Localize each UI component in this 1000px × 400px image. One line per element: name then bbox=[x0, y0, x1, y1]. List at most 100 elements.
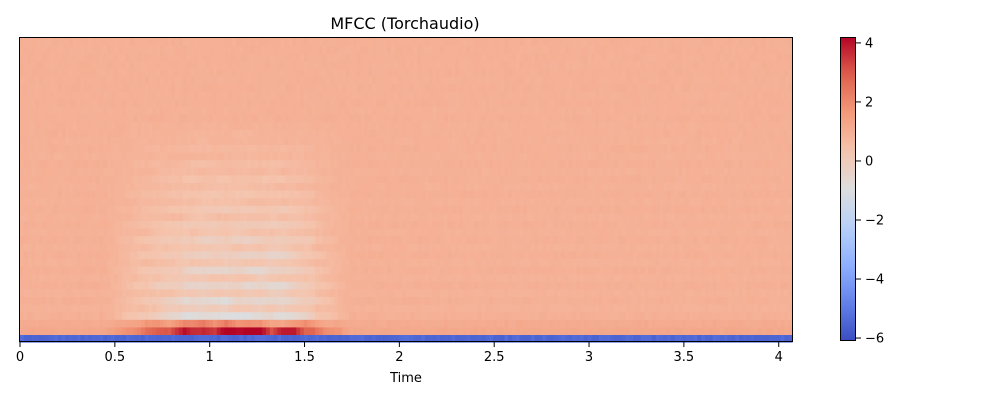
heatmap-cell bbox=[712, 243, 717, 252]
heatmap-cell bbox=[20, 288, 25, 297]
heatmap-cell bbox=[178, 311, 184, 320]
heatmap-cell bbox=[300, 167, 305, 176]
heatmap-cell bbox=[216, 190, 222, 199]
heatmap-cell bbox=[716, 296, 721, 305]
heatmap-cell bbox=[493, 281, 498, 290]
heatmap-cell bbox=[152, 258, 157, 267]
heatmap-cell bbox=[708, 311, 714, 320]
heatmap-cell bbox=[326, 326, 331, 335]
heatmap-cell bbox=[761, 334, 767, 343]
heatmap-cell bbox=[247, 174, 252, 183]
heatmap-cell bbox=[493, 296, 498, 305]
heatmap-cell bbox=[375, 319, 381, 328]
heatmap-cell bbox=[186, 311, 191, 320]
heatmap-cell bbox=[88, 205, 93, 214]
heatmap-cell bbox=[228, 174, 233, 183]
heatmap-cell bbox=[91, 288, 97, 297]
heatmap-cell bbox=[368, 266, 373, 275]
heatmap-cell bbox=[284, 281, 290, 290]
heatmap-cell bbox=[57, 152, 63, 161]
heatmap-cell bbox=[481, 197, 487, 206]
heatmap-cell bbox=[651, 319, 657, 328]
heatmap-cell bbox=[784, 174, 789, 183]
heatmap-cell bbox=[527, 326, 532, 335]
heatmap-cell bbox=[610, 334, 615, 343]
heatmap-cell bbox=[318, 235, 324, 244]
heatmap-cell bbox=[300, 205, 305, 214]
heatmap-cell bbox=[137, 197, 142, 206]
heatmap-cell bbox=[750, 243, 755, 252]
heatmap-cell bbox=[133, 243, 138, 252]
heatmap-cell bbox=[379, 334, 384, 343]
heatmap-cell bbox=[769, 266, 774, 275]
heatmap-cell bbox=[708, 296, 714, 305]
heatmap-cell bbox=[651, 296, 657, 305]
heatmap-cell bbox=[152, 152, 157, 161]
heatmap-cell bbox=[704, 288, 710, 297]
heatmap-cell bbox=[599, 311, 604, 320]
heatmap-cell bbox=[69, 220, 74, 229]
heatmap-cell bbox=[91, 152, 97, 161]
heatmap-cell bbox=[197, 304, 203, 313]
heatmap-cell bbox=[356, 167, 362, 176]
heatmap-cell bbox=[91, 326, 97, 335]
heatmap-cell bbox=[599, 250, 604, 259]
heatmap-cell bbox=[262, 182, 267, 191]
heatmap-cell bbox=[281, 212, 286, 221]
heatmap-cell bbox=[769, 190, 774, 199]
heatmap-cell bbox=[398, 190, 403, 199]
heatmap-cell bbox=[262, 152, 267, 161]
heatmap-cell bbox=[402, 235, 407, 244]
heatmap-cell bbox=[337, 152, 343, 161]
heatmap-cell bbox=[701, 334, 706, 343]
heatmap-cell bbox=[322, 152, 328, 161]
heatmap-cell bbox=[761, 159, 767, 168]
heatmap-cell bbox=[625, 228, 630, 237]
heatmap-cell bbox=[368, 311, 373, 320]
heatmap-cell bbox=[651, 258, 657, 267]
heatmap-cell bbox=[201, 220, 207, 229]
heatmap-cell bbox=[489, 190, 494, 199]
heatmap-cell bbox=[216, 281, 222, 290]
heatmap-cell bbox=[421, 250, 426, 259]
heatmap-cell bbox=[224, 288, 229, 297]
heatmap-cell bbox=[330, 228, 335, 237]
heatmap-cell bbox=[731, 258, 736, 267]
heatmap-cell bbox=[742, 205, 748, 214]
heatmap-cell bbox=[243, 182, 248, 191]
heatmap-cell bbox=[693, 190, 698, 199]
heatmap-cell bbox=[708, 250, 714, 259]
heatmap-cell bbox=[107, 266, 112, 275]
heatmap-cell bbox=[209, 159, 214, 168]
heatmap-cell bbox=[769, 334, 774, 343]
heatmap-cell bbox=[375, 266, 381, 275]
heatmap-cell bbox=[288, 281, 294, 290]
heatmap-cell bbox=[57, 258, 63, 267]
heatmap-cell bbox=[254, 266, 260, 275]
heatmap-cell bbox=[651, 326, 657, 335]
heatmap-cell bbox=[326, 243, 331, 252]
heatmap-cell bbox=[443, 258, 449, 267]
heatmap-cell bbox=[462, 334, 468, 343]
heatmap-cell bbox=[739, 281, 744, 290]
heatmap-cell bbox=[576, 182, 581, 191]
heatmap-cell bbox=[182, 228, 188, 237]
heatmap-cell bbox=[160, 319, 165, 328]
heatmap-cell bbox=[95, 235, 101, 244]
heatmap-cell bbox=[163, 266, 169, 275]
heatmap-cell bbox=[61, 243, 67, 252]
heatmap-cell bbox=[318, 174, 324, 183]
heatmap-cell bbox=[311, 235, 316, 244]
heatmap-cell bbox=[451, 258, 456, 267]
heatmap-cell bbox=[625, 281, 630, 290]
heatmap-cell bbox=[216, 167, 222, 176]
heatmap-cell bbox=[625, 182, 630, 191]
heatmap-cell bbox=[440, 319, 445, 328]
heatmap-cell bbox=[602, 182, 608, 191]
heatmap-cell bbox=[739, 296, 744, 305]
heatmap-cell bbox=[186, 167, 191, 176]
heatmap-cell bbox=[424, 334, 430, 343]
heatmap-cell bbox=[76, 266, 82, 275]
heatmap-cell bbox=[515, 288, 521, 297]
heatmap-cell bbox=[599, 212, 604, 221]
